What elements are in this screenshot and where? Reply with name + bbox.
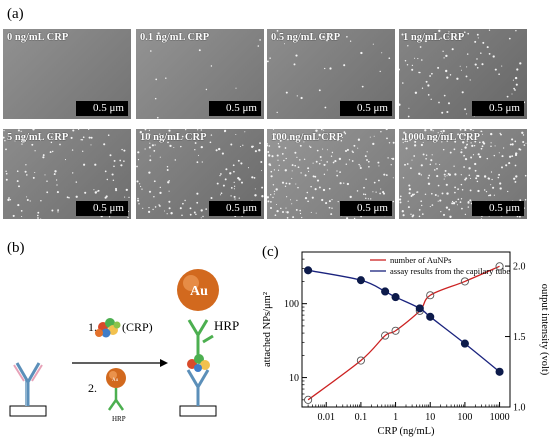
data-point xyxy=(304,266,313,275)
sem-image: 1000 ng/mL CRP 0.5 μm xyxy=(399,129,527,219)
sem-particles xyxy=(399,29,526,118)
data-point xyxy=(426,312,435,321)
scale-bar: 0.5 μm xyxy=(76,201,128,216)
scale-bar: 0.5 μm xyxy=(472,201,524,216)
panel-label-c: (c) xyxy=(262,244,279,260)
scale-bar: 0.5 μm xyxy=(340,201,392,216)
legend-label: number of AuNPs xyxy=(390,255,451,265)
sem-caption: 100 ng/mL CRP xyxy=(271,132,343,143)
x-tick-label: 1000 xyxy=(490,412,510,423)
sem-caption: 0.5 ng/mL CRP xyxy=(271,32,341,43)
y-right-tick-label: 1.5 xyxy=(513,332,526,343)
au-conjugate-icon xyxy=(106,368,126,411)
data-point xyxy=(304,395,313,404)
sem-caption: 10 ng/mL CRP xyxy=(140,132,207,143)
data-point xyxy=(391,293,400,302)
data-point xyxy=(495,367,504,376)
panel-label-a: (a) xyxy=(7,6,24,22)
x-tick-label: 0.01 xyxy=(317,412,335,423)
step-1-number: 1. xyxy=(88,320,97,334)
x-axis-title: CRP (ng/mL) xyxy=(377,426,435,437)
data-point xyxy=(356,356,365,365)
sem-image: 1 ng/mL CRP 0.5 μm xyxy=(399,29,527,119)
sem-particles xyxy=(399,129,527,219)
x-tick-label: 1 xyxy=(393,412,398,423)
scale-bar: 0.5 μm xyxy=(472,101,524,116)
series-line xyxy=(307,269,500,373)
x-tick-label: 0.1 xyxy=(355,412,368,423)
data-point xyxy=(460,339,469,348)
sem-caption: 0 ng/mL CRP xyxy=(7,32,69,43)
data-point xyxy=(426,291,435,300)
sem-caption: 1 ng/mL CRP xyxy=(403,32,465,43)
assay-schematic: 1. (CRP) 2. Au HRP Au HRP xyxy=(9,269,239,423)
au-small-label: Au xyxy=(112,378,119,383)
data-point xyxy=(356,276,365,285)
crp-protein-icon xyxy=(95,318,121,338)
scale-bar: 0.5 μm xyxy=(209,201,261,216)
scale-bar: 0.5 μm xyxy=(209,101,261,116)
y-left-axis-title: attached NPs/μm² xyxy=(262,292,273,367)
data-point xyxy=(381,331,390,340)
sem-caption: 0.1 ng/mL CRP xyxy=(140,32,210,43)
data-point xyxy=(495,262,504,271)
sem-image: 0 ng/mL CRP 0.5 μm xyxy=(3,29,131,119)
sem-particles xyxy=(149,32,261,119)
x-tick-label: 100 xyxy=(457,412,472,423)
au-label: Au xyxy=(190,284,208,299)
sem-image: 5 ng/mL CRP 0.5 μm xyxy=(3,129,131,219)
y-left-tick-label: 100 xyxy=(284,299,299,310)
data-point xyxy=(415,304,424,313)
sandwich-complex-icon xyxy=(177,269,219,417)
x-tick-label: 10 xyxy=(425,412,435,423)
sem-caption: 5 ng/mL CRP xyxy=(7,132,69,143)
y-right-tick-label: 1.0 xyxy=(513,403,526,414)
sem-image: 0.1 ng/mL CRP 0.5 μm xyxy=(136,29,264,119)
y-right-axis-title: output intensity (volt) xyxy=(539,284,550,376)
data-point xyxy=(460,277,469,286)
panel-label-b: (b) xyxy=(7,240,25,256)
sem-image: 100 ng/mL CRP 0.5 μm xyxy=(267,129,395,219)
step-2-number: 2. xyxy=(88,381,97,395)
sem-caption: 1000 ng/mL CRP xyxy=(403,132,481,143)
sem-image-grid: 0 ng/mL CRP 0.5 μm 0.1 ng/mL CRP 0.5 μm 0.5 … xyxy=(3,29,527,224)
hrp-label: HRP xyxy=(214,318,239,333)
capture-antibody-icon xyxy=(9,362,47,417)
hrp-small-label: HRP xyxy=(112,415,126,423)
sem-image: 10 ng/mL CRP 0.5 μm xyxy=(136,129,264,219)
data-point xyxy=(391,326,400,335)
crp-chart: 0.01 0.1 1 10 100 1000 10 100 1.0 1.5 2.0 CRP (ng/m… xyxy=(262,251,550,437)
y-right-tick-label: 2.0 xyxy=(513,262,526,273)
legend-label: assay results from the capilary tube xyxy=(390,266,510,276)
series-line xyxy=(307,265,500,401)
sem-image: 0.5 ng/mL CRP 0.5 μm xyxy=(267,29,395,119)
data-point xyxy=(381,287,390,296)
scale-bar: 0.5 μm xyxy=(76,101,128,116)
step-1-label: (CRP) xyxy=(122,320,153,334)
y-left-tick-label: 10 xyxy=(289,373,299,384)
scale-bar: 0.5 μm xyxy=(340,101,392,116)
